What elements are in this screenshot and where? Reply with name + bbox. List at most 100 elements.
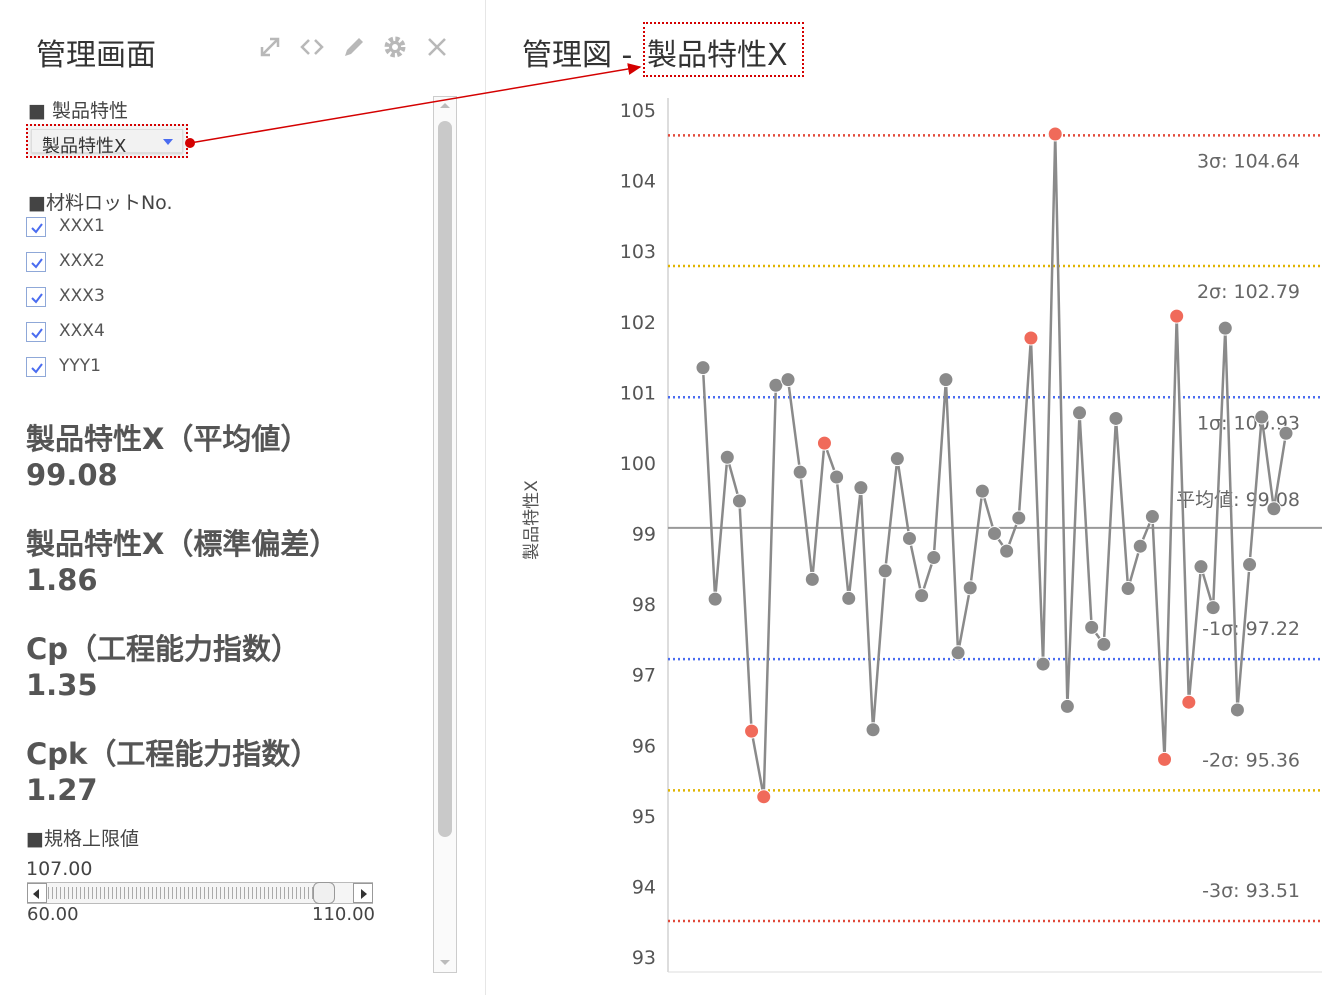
stat-value: 1.27 [26, 773, 98, 807]
y-tick-label: 103 [620, 241, 656, 263]
edit-icon[interactable] [340, 33, 368, 61]
panel-divider [485, 0, 486, 995]
data-point [1035, 656, 1051, 672]
data-point [1242, 557, 1258, 573]
data-point [841, 590, 857, 606]
code-icon[interactable] [298, 33, 326, 61]
y-tick-label: 102 [620, 312, 656, 334]
y-tick-label: 93 [632, 947, 656, 969]
reference-line-label: 平均値: 99.08 [1176, 489, 1300, 511]
stat-title: 製品特性X（標準偏差） [26, 527, 339, 561]
product-select-value: 製品特性X [42, 136, 127, 157]
y-tick-label: 95 [632, 806, 656, 828]
data-point [877, 563, 893, 579]
data-point [768, 377, 784, 393]
expand-icon[interactable] [256, 33, 284, 61]
lot-checkbox-label: XXX3 [59, 286, 105, 306]
y-tick-label: 105 [620, 100, 656, 122]
data-point [719, 449, 735, 465]
data-point [1011, 510, 1027, 526]
reference-line-label: 1σ: 100.93 [1197, 412, 1300, 434]
data-point [1254, 409, 1270, 425]
stat-value: 1.86 [26, 563, 98, 597]
y-tick-label: 98 [632, 594, 656, 616]
data-point [950, 645, 966, 661]
y-axis-label: 製品特性X [522, 480, 542, 560]
data-point [974, 483, 990, 499]
slider-min-label: 60.00 [27, 904, 79, 925]
y-tick-label: 97 [632, 665, 656, 687]
stat-title: 製品特性X（平均値） [26, 422, 310, 456]
data-point [829, 469, 845, 485]
lot-label: ■材料ロットNo. [28, 192, 173, 214]
checkbox[interactable] [26, 322, 46, 342]
checkbox[interactable] [26, 287, 46, 307]
chevron-down-icon[interactable] [163, 139, 173, 145]
data-point [914, 588, 930, 604]
data-point [780, 372, 796, 388]
data-point [695, 360, 711, 376]
data-point [889, 451, 905, 467]
slider-right-arrow-icon[interactable] [353, 883, 373, 903]
upper-limit-slider[interactable] [27, 882, 373, 904]
control-panel: 管理画面 ■ 製品特性 製品特性X ■材料ロットNo. XXX1 XXX2 XXX3… [0, 0, 470, 995]
checkbox[interactable] [26, 357, 46, 377]
slider-track-fill [48, 887, 320, 899]
out-of-control-point [1023, 330, 1039, 346]
slider-max-label: 110.00 [312, 904, 375, 925]
upper-limit-label: ■規格上限値 [26, 828, 139, 850]
close-icon[interactable] [423, 33, 451, 61]
y-tick-label: 101 [620, 382, 656, 404]
scroll-up-icon[interactable] [434, 97, 456, 115]
panel-title: 管理画面 [36, 38, 156, 73]
out-of-control-point [1157, 751, 1173, 767]
scroll-down-icon[interactable] [434, 954, 456, 972]
y-tick-label: 100 [620, 453, 656, 475]
control-chart: 93 94 95 96 97 98 99 100 101 102 103 104 105 製品特性X 3σ:… [522, 98, 1322, 973]
data-point [1096, 636, 1112, 652]
data-point [1132, 538, 1148, 554]
data-point [792, 464, 808, 480]
stat-value: 99.08 [26, 458, 118, 492]
data-point [865, 722, 881, 738]
data-point [938, 372, 954, 388]
panel-scrollbar[interactable] [433, 96, 457, 973]
data-point [853, 480, 869, 496]
data-point [707, 591, 723, 607]
data-point [1266, 501, 1282, 517]
lot-checkbox-label: XXX2 [59, 251, 105, 271]
stat-value: 1.35 [26, 668, 98, 702]
data-point [1072, 405, 1088, 421]
out-of-control-point [744, 723, 760, 739]
y-tick-label: 104 [620, 171, 656, 193]
product-select-box[interactable]: 製品特性X [31, 129, 183, 157]
y-tick-label: 94 [632, 876, 656, 898]
scroll-thumb[interactable] [438, 121, 452, 837]
data-point [1205, 600, 1221, 616]
data-point [1120, 581, 1136, 597]
data-point [1217, 320, 1233, 336]
product-select[interactable]: 製品特性X [26, 124, 188, 158]
data-point [1193, 559, 1209, 575]
slider-left-arrow-icon[interactable] [27, 883, 47, 903]
data-point [901, 530, 917, 546]
reference-line-label: -3σ: 93.51 [1202, 880, 1300, 902]
out-of-control-point [1047, 126, 1063, 142]
lot-checkbox-label: XXX1 [59, 216, 105, 236]
checkbox[interactable] [26, 252, 46, 272]
reference-line-label: -1σ: 97.22 [1202, 618, 1300, 640]
lot-checkbox-label: XXX4 [59, 321, 105, 341]
data-point [999, 543, 1015, 559]
slider-handle[interactable] [313, 882, 335, 904]
stat-title: Cp（工程能力指数） [26, 632, 301, 666]
chart-title-variable: 製品特性X [647, 38, 788, 73]
checkbox[interactable] [26, 217, 46, 237]
data-point [804, 571, 820, 587]
reference-line-label: 3σ: 104.64 [1197, 150, 1300, 172]
out-of-control-point [1169, 308, 1185, 324]
reference-line-label: 2σ: 102.79 [1197, 281, 1300, 303]
data-point [1108, 410, 1124, 426]
out-of-control-point [1181, 694, 1197, 710]
gear-icon[interactable] [381, 33, 409, 61]
data-point [926, 549, 942, 565]
